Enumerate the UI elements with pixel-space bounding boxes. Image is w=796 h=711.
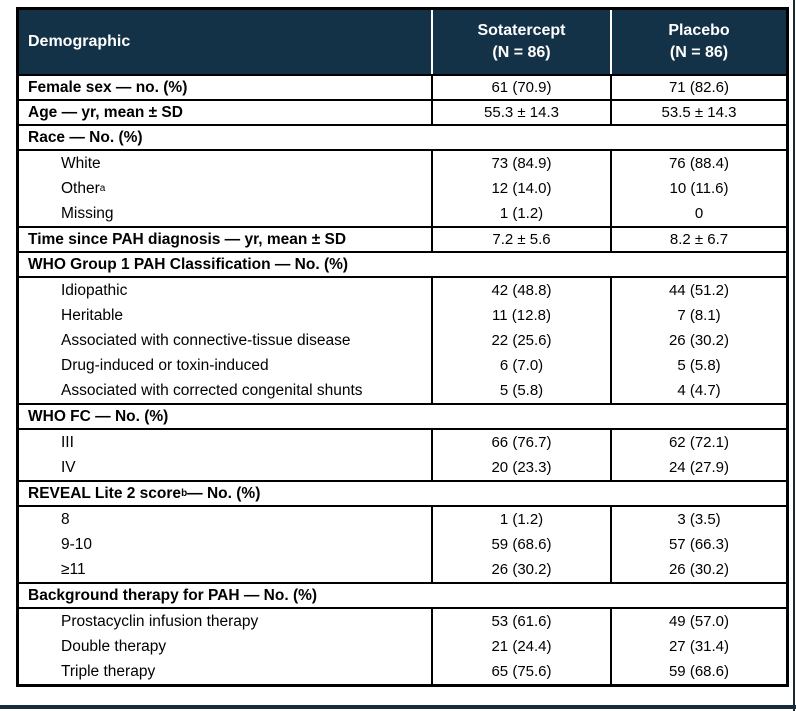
placebo-value: 24 (27.9) (610, 455, 786, 480)
row-label: Missing (61, 204, 114, 222)
table-header-row: Demographic Sotatercept (N = 86) Placebo… (19, 10, 786, 74)
sotatercept-value: 1 (1.2) (431, 507, 610, 532)
row-score-8: 8 1 (1.2) 3 (3.5) (19, 507, 786, 532)
row-label: Idiopathic (61, 281, 128, 299)
row-connective-tissue: Associated with connective-tissue diseas… (19, 328, 786, 353)
row-label: Associated with corrected congenital shu… (61, 381, 363, 399)
placebo-value: 26 (30.2) (610, 557, 786, 582)
row-race-missing: Missing 1 (1.2) 0 (19, 201, 786, 226)
sotatercept-value: 66 (76.7) (431, 430, 610, 455)
placebo-value: 10 (11.6) (610, 176, 786, 201)
row-race-other: Other a 12 (14.0) 10 (11.6) (19, 176, 786, 201)
row-label: Heritable (61, 306, 124, 324)
row-prostacyclin: Prostacyclin infusion therapy 53 (61.6) … (19, 609, 786, 634)
sotatercept-value: 22 (25.6) (431, 328, 610, 353)
sotatercept-value: 61 (70.9) (431, 76, 610, 99)
row-label: Double therapy (61, 637, 167, 655)
row-idiopathic: Idiopathic 42 (48.8) 44 (51.2) (19, 278, 786, 303)
who-fc-subgroup-block: III 66 (76.7) 62 (72.1) IV 20 (23.3) 24 … (19, 428, 786, 480)
row-fc-iv: IV 20 (23.3) 24 (27.9) (19, 455, 786, 480)
row-time-since-diagnosis: Time since PAH diagnosis — yr, mean ± SD… (19, 226, 786, 251)
placebo-value: 8.2 ± 6.7 (610, 228, 786, 251)
sotatercept-value: 7.2 ± 5.6 (431, 228, 610, 251)
placebo-value: 49 (57.0) (610, 609, 786, 634)
row-female-sex: Female sex — no. (%) 61 (70.9) 71 (82.6) (19, 74, 786, 99)
row-label: Age — yr, mean ± SD (28, 103, 183, 121)
row-label: Associated with connective-tissue diseas… (61, 331, 351, 349)
row-drug-induced: Drug-induced or toxin-induced 6 (7.0) 5 … (19, 353, 786, 378)
sotatercept-value: 55.3 ± 14.3 (431, 101, 610, 124)
placebo-value: 0 (610, 201, 786, 226)
row-double-therapy: Double therapy 21 (24.4) 27 (31.4) (19, 634, 786, 659)
placebo-value: 57 (66.3) (610, 532, 786, 557)
row-label: Prostacyclin infusion therapy (61, 612, 259, 630)
placebo-value: 5 (5.8) (610, 353, 786, 378)
row-label: Female sex — no. (%) (28, 78, 188, 96)
sotatercept-value: 20 (23.3) (431, 455, 610, 480)
placebo-value: 76 (88.4) (610, 151, 786, 176)
section-race: Race — No. (%) (19, 124, 786, 149)
section-background-therapy: Background therapy for PAH — No. (%) (19, 582, 786, 607)
row-label: IV (61, 458, 76, 476)
placebo-value: 4 (4.7) (610, 378, 786, 403)
placebo-value: 44 (51.2) (610, 278, 786, 303)
placebo-value: 59 (68.6) (610, 659, 786, 684)
header-demographic: Demographic (19, 10, 431, 74)
row-score-ge11: ≥11 26 (30.2) 26 (30.2) (19, 557, 786, 582)
image-edge-right (793, 0, 795, 711)
row-label: 8 (61, 510, 70, 528)
sotatercept-value: 73 (84.9) (431, 151, 610, 176)
section-who-group: WHO Group 1 PAH Classification — No. (%) (19, 251, 786, 276)
placebo-value: 7 (8.1) (610, 303, 786, 328)
row-label: White (61, 154, 101, 172)
section-reveal: REVEAL Lite 2 score b — No. (%) (19, 480, 786, 505)
sotatercept-value: 6 (7.0) (431, 353, 610, 378)
row-race-white: White 73 (84.9) 76 (88.4) (19, 151, 786, 176)
row-label: Time since PAH diagnosis — yr, mean ± SD (28, 230, 347, 248)
header-sotatercept-label: Sotatercept (N = 86) (477, 22, 566, 61)
race-subgroup-block: White 73 (84.9) 76 (88.4) Other a 12 (14.… (19, 149, 786, 226)
placebo-value: 71 (82.6) (610, 76, 786, 99)
row-label: Drug-induced or toxin-induced (61, 356, 269, 374)
sotatercept-value: 53 (61.6) (431, 609, 610, 634)
placebo-value: 3 (3.5) (610, 507, 786, 532)
row-label: Triple therapy (61, 662, 156, 680)
row-label: ≥11 (61, 560, 86, 578)
placebo-value: 26 (30.2) (610, 328, 786, 353)
sotatercept-value: 21 (24.4) (431, 634, 610, 659)
header-placebo-label: Placebo (N = 86) (668, 22, 730, 61)
placebo-value: 53.5 ± 14.3 (610, 101, 786, 124)
row-age: Age — yr, mean ± SD 55.3 ± 14.3 53.5 ± 1… (19, 99, 786, 124)
sotatercept-value: 1 (1.2) (431, 201, 610, 226)
row-fc-iii: III 66 (76.7) 62 (72.1) (19, 430, 786, 455)
row-score-9-10: 9-10 59 (68.6) 57 (66.3) (19, 532, 786, 557)
reveal-subgroup-block: 8 1 (1.2) 3 (3.5) 9-10 59 (68.6) 57 (66.… (19, 505, 786, 582)
image-edge-bottom (0, 705, 796, 709)
demographics-table: Demographic Sotatercept (N = 86) Placebo… (16, 7, 789, 687)
row-label: Other a (61, 179, 106, 197)
header-sotatercept: Sotatercept (N = 86) (431, 10, 610, 74)
row-triple-therapy: Triple therapy 65 (75.6) 59 (68.6) (19, 659, 786, 684)
background-therapy-subgroup-block: Prostacyclin infusion therapy 53 (61.6) … (19, 607, 786, 684)
sotatercept-value: 11 (12.8) (431, 303, 610, 328)
who-group-subgroup-block: Idiopathic 42 (48.8) 44 (51.2) Heritable… (19, 276, 786, 403)
sotatercept-value: 12 (14.0) (431, 176, 610, 201)
row-label: 9-10 (61, 535, 93, 553)
sotatercept-value: 42 (48.8) (431, 278, 610, 303)
sotatercept-value: 59 (68.6) (431, 532, 610, 557)
sotatercept-value: 65 (75.6) (431, 659, 610, 684)
row-heritable: Heritable 11 (12.8) 7 (8.1) (19, 303, 786, 328)
row-congenital-shunts: Associated with corrected congenital shu… (19, 378, 786, 403)
row-label: III (61, 433, 74, 451)
header-demographic-label: Demographic (28, 33, 131, 50)
header-placebo: Placebo (N = 86) (610, 10, 786, 74)
placebo-value: 62 (72.1) (610, 430, 786, 455)
placebo-value: 27 (31.4) (610, 634, 786, 659)
section-who-fc: WHO FC — No. (%) (19, 403, 786, 428)
sotatercept-value: 5 (5.8) (431, 378, 610, 403)
sotatercept-value: 26 (30.2) (431, 557, 610, 582)
